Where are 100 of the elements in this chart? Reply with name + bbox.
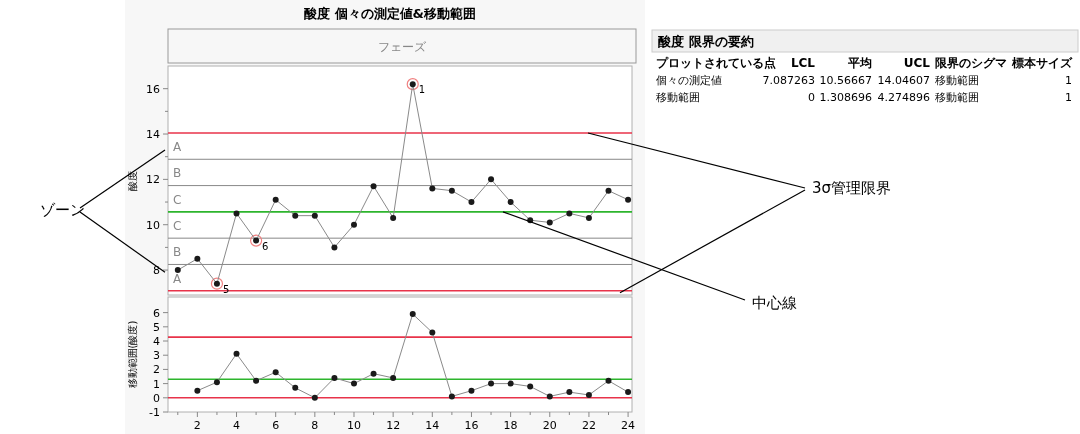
point [213,379,220,386]
annotation: A [173,271,182,286]
annotation: C [173,192,182,207]
point [409,311,416,318]
category-label: LCL [790,56,816,70]
point [194,387,201,394]
text: 14.04607 [877,74,930,87]
annotation: B [173,166,182,181]
annotation: 1 [418,84,426,96]
text: 10.56667 [819,74,872,87]
text: 1 [1065,91,1072,104]
annotation: C [173,219,182,234]
y-tick-label: 14 [146,128,160,142]
category-label: 標本サイズ [1011,56,1073,70]
x-tick-label: 24 [621,419,636,432]
y-tick-label: 12 [146,173,160,187]
point [468,387,475,394]
text: ゾーン [40,201,85,219]
y-tick-label: 0 [153,391,160,405]
y-tick-label: 10 [146,218,160,232]
point [507,380,514,387]
point [210,277,224,290]
point [546,393,553,400]
chart-subtitle: フェーズ [378,40,427,54]
point [625,389,632,396]
x-tick-label: 16 [464,419,479,432]
point [331,244,338,251]
y-tick-label: 1 [153,377,160,391]
point [272,196,279,203]
point [566,389,573,396]
x-tick-label: 22 [581,419,596,432]
point [605,187,612,194]
annotation: A [173,140,182,155]
category-label: プロットされている点 [656,56,776,70]
y-tick-label: 16 [146,82,160,96]
point [370,370,377,377]
x-tick-label: 10 [346,419,361,432]
point [272,369,279,376]
point [585,214,592,221]
text: 酸度 限界の要約 [658,34,754,49]
point [566,210,573,217]
category-label: 限界のシグマ [935,56,1007,70]
x-tick-label: 14 [425,419,440,432]
text: 1.308696 [819,91,872,104]
x-tick-label: 20 [542,419,557,432]
point [527,383,534,390]
y-tick-label: 6 [153,306,160,320]
x-tick-label: 18 [503,419,518,432]
point [448,187,455,194]
point [350,380,357,387]
text: 移動範囲 [656,91,700,104]
y-tick-label: 5 [153,320,160,334]
point [625,196,632,203]
point [429,185,436,192]
point [311,212,318,219]
text: 移動範囲 [935,91,979,104]
y-axis-title: 酸度 [127,170,138,191]
annotation: 6 [262,240,269,252]
point [350,221,357,228]
y-tick-label: -1 [149,406,160,419]
y-axis-title: 移動範囲(酸度) [127,320,138,389]
text: 1 [1065,74,1072,87]
text: 3σ管理限界 [812,179,892,197]
point [292,384,299,391]
point [174,267,181,274]
point [194,255,201,262]
point [331,374,338,381]
text: 7.087263 [762,74,815,87]
point [233,210,240,217]
chart-title: 酸度 個々の測定値&移動範囲 [304,6,476,21]
point [292,212,299,219]
y-tick-label: 4 [153,335,160,349]
point [429,329,436,336]
annotation: B [173,245,182,260]
point [585,391,592,398]
point [390,374,397,381]
x-tick-label: 12 [386,419,401,432]
text: 中心線 [752,294,797,312]
text: 4.274896 [877,91,930,104]
point [546,219,553,226]
point [488,380,495,387]
y-tick-label: 8 [153,264,160,278]
y-tick-label: 3 [153,349,160,363]
point [311,394,318,401]
point [390,214,397,221]
point [507,199,514,206]
x-tick-label: 4 [233,419,241,432]
text: 0 [808,91,815,104]
point [370,183,377,190]
point [448,393,455,400]
category-label: 平均 [847,56,872,70]
point [605,377,612,384]
point [233,350,240,357]
x-tick-label: 6 [272,419,280,432]
category-label: UCL [903,56,931,70]
x-tick-label: 2 [193,419,201,432]
point [253,377,260,384]
text: 移動範囲 [935,74,979,87]
point [488,176,495,183]
x-tick-label: 8 [311,419,319,432]
